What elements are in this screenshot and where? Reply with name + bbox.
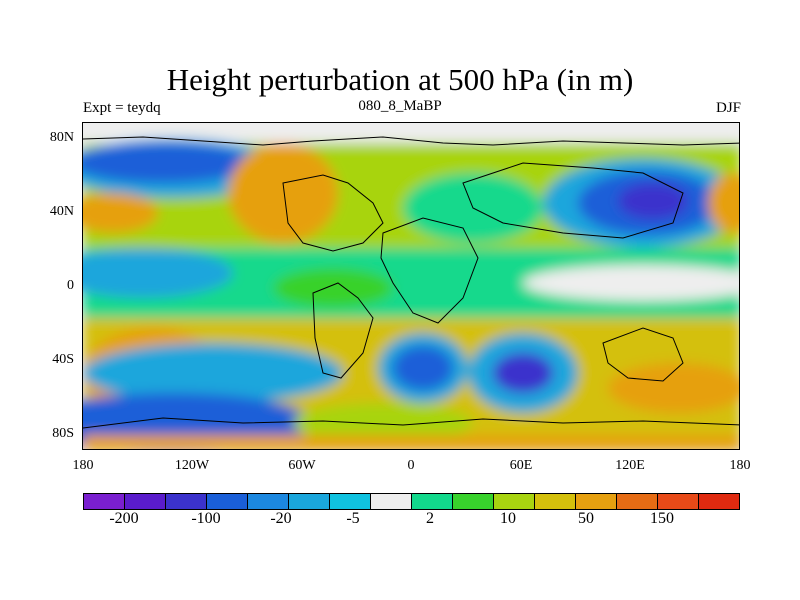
x-tick-label: 60W (288, 458, 316, 473)
colorbar-swatch (412, 494, 453, 509)
colorbar-label: -5 (346, 510, 360, 527)
experiment-label: Expt = teydq (83, 100, 161, 116)
season-label: DJF (715, 100, 741, 116)
colorbar-swatch (699, 494, 739, 509)
colorbar-swatch (576, 494, 617, 509)
x-tick-label: 60E (509, 458, 533, 473)
y-tick-label: 80S (52, 426, 74, 441)
colorbar-label: -100 (191, 510, 221, 527)
colorbar-label: -200 (109, 510, 139, 527)
y-tick-label: 40N (49, 204, 74, 219)
colorbar-label: 50 (578, 510, 594, 527)
colorbar-swatch (289, 494, 330, 509)
y-tick-label: 0 (67, 278, 74, 293)
colorbar-label: 2 (426, 510, 434, 527)
colorbar-swatch (494, 494, 535, 509)
colorbar-label: -20 (270, 510, 292, 527)
x-tick-label: 180 (72, 458, 94, 473)
y-tick-label: 80N (49, 130, 74, 145)
x-tick-label: 120E (615, 458, 645, 473)
period-label: 080_8_MaBP (358, 98, 442, 114)
y-tick-label: 40S (52, 352, 74, 367)
colorbar-label: 10 (500, 510, 516, 527)
colorbar-swatch (207, 494, 248, 509)
contour-field (83, 123, 739, 449)
colorbar-swatch (658, 494, 699, 509)
map-panel (82, 122, 740, 450)
colorbar-label: 150 (650, 510, 674, 527)
height-field-map (83, 123, 739, 449)
chart-title: Height perturbation at 500 hPa (in m) (166, 62, 634, 97)
colorbar-swatch (84, 494, 125, 509)
colorbar-swatch (617, 494, 658, 509)
colorbar-swatch (535, 494, 576, 509)
x-tick-label: 0 (407, 458, 415, 473)
colorbar (83, 493, 740, 510)
colorbar-swatch (371, 494, 412, 509)
coastlines (83, 136, 739, 429)
colorbar-swatch (453, 494, 494, 509)
colorbar-swatch (166, 494, 207, 509)
colorbar-swatch (330, 494, 371, 509)
x-tick-label: 180 (729, 458, 751, 473)
x-tick-label: 120W (174, 458, 210, 473)
colorbar-swatch (248, 494, 289, 509)
colorbar-swatch (125, 494, 166, 509)
